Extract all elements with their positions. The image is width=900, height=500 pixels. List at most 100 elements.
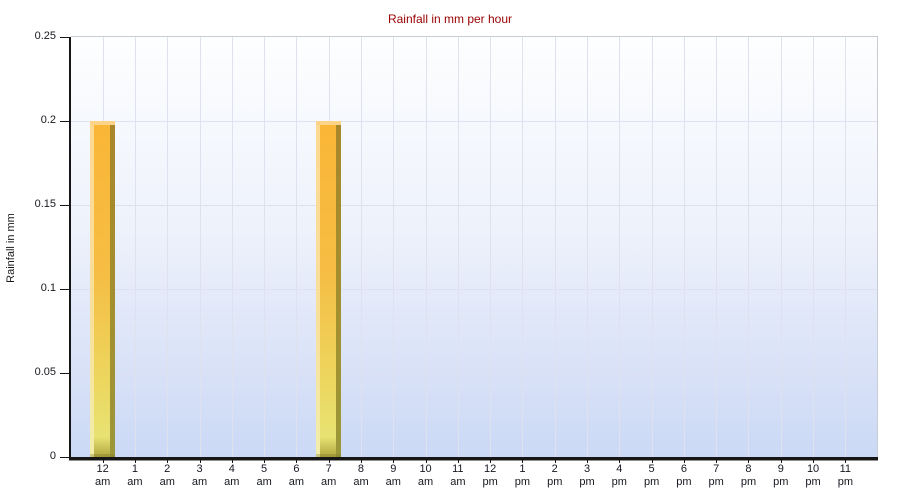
x-tick-label: 7 pm [696,463,736,489]
x-label-hour: 11 [839,463,852,475]
x-tick-label: 1 pm [502,463,542,489]
x-tick-mark [457,460,459,463]
x-label-hour: 10 [806,463,820,475]
v-gridline [425,37,427,457]
x-label-hour: 8 [745,463,752,475]
chart-title: Rainfall in mm per hour [387,12,513,26]
v-gridline [845,37,847,457]
x-tick-mark [199,460,201,463]
x-label-hour: 9 [390,463,397,475]
x-label-hour: 5 [648,463,655,475]
x-label-hour: 7 [713,463,720,475]
x-tick-mark [683,460,685,463]
plot-border-right [877,37,878,457]
x-label-meridiem: pm [643,476,660,488]
x-label-meridiem: pm [514,476,531,488]
x-tick-mark [425,460,427,463]
x-label-hour: 2 [164,463,171,475]
plot-area [71,37,877,457]
x-tick-mark [813,460,815,463]
bar-highlight-edge [90,121,95,457]
h-gridline [71,373,877,374]
h-gridline [71,289,877,290]
x-label-hour: 9 [777,463,784,475]
y-tick-label: 0.15 [34,198,56,210]
y-tick-label: 0.1 [40,282,56,294]
x-tick-mark [716,460,718,463]
x-tick-mark [134,460,136,463]
x-label-hour: 6 [680,463,687,475]
x-label-meridiem: pm [708,476,724,488]
x-tick-mark [587,460,589,463]
x-tick-label: 2 am [147,463,187,489]
x-axis-line [69,457,878,460]
bar-shadow-edge [336,121,342,457]
x-tick-mark [490,460,492,463]
x-label-meridiem: pm [611,476,627,488]
y-tick-label: 0.25 [34,30,56,42]
v-gridline [716,37,718,457]
x-label-hour: 8 [357,463,365,475]
x-label-meridiem: pm [482,476,498,488]
x-tick-mark [102,460,104,463]
h-gridline [71,205,877,206]
x-tick-label: 12 am [83,463,123,489]
plot-border-top [71,36,878,37]
x-label-meridiem: am [95,476,111,488]
x-label-meridiem: am [417,476,434,488]
h-gridline [71,121,877,122]
x-tick-mark [651,460,653,463]
x-tick-label: 10 pm [793,463,833,489]
x-label-hour: 12 [96,463,109,475]
x-tick-label: 9 am [373,463,413,489]
x-label-hour: 3 [196,463,203,475]
x-label-hour: 5 [261,463,268,475]
x-tick-label: 4 am [212,463,252,489]
bar-base-band [316,454,342,457]
x-tick-mark [360,460,362,463]
x-label-hour: 6 [293,463,300,475]
x-label-meridiem: am [450,476,466,488]
x-tick-label: 8 am [341,463,381,489]
x-tick-label: 2 pm [535,463,575,489]
rainfall-bar [90,121,116,457]
x-label-hour: 1 [131,463,138,475]
x-label-hour: 12 [484,463,497,475]
x-tick-label: 5 pm [632,463,672,489]
x-label-meridiem: am [224,476,240,488]
x-label-meridiem: pm [773,476,789,488]
x-tick-label: 1 am [115,463,155,489]
v-gridline [748,37,750,457]
x-tick-mark [619,460,621,463]
v-gridline [457,37,459,457]
x-tick-mark [231,460,233,463]
x-label-meridiem: am [191,476,208,488]
x-label-hour: 10 [419,463,432,475]
y-tick-label: 0.2 [40,114,56,126]
x-tick-label: 10 am [406,463,446,489]
bar-highlight-edge [316,121,321,457]
x-label-meridiem: am [159,476,175,488]
x-tick-label: 6 am [276,463,316,489]
y-tick-label: 0 [49,450,56,462]
x-label-meridiem: am [256,476,272,488]
x-tick-label: 3 pm [567,463,607,489]
v-gridline [619,37,621,457]
x-tick-mark [845,460,847,463]
x-label-meridiem: pm [676,476,692,488]
x-tick-label: 7 am [309,463,349,489]
v-gridline [587,37,589,457]
x-label-meridiem: pm [805,476,821,488]
v-gridline [199,37,201,457]
y-axis-line [69,37,71,458]
v-gridline [360,37,362,457]
y-tick-mark [60,457,69,458]
x-label-meridiem: pm [740,476,757,488]
x-tick-label: 9 pm [761,463,801,489]
y-tick-label: 0.05 [34,366,56,378]
bar-shadow-edge [110,121,116,457]
v-gridline [134,37,136,457]
v-gridline [490,37,492,457]
y-tick-mark [60,37,69,38]
